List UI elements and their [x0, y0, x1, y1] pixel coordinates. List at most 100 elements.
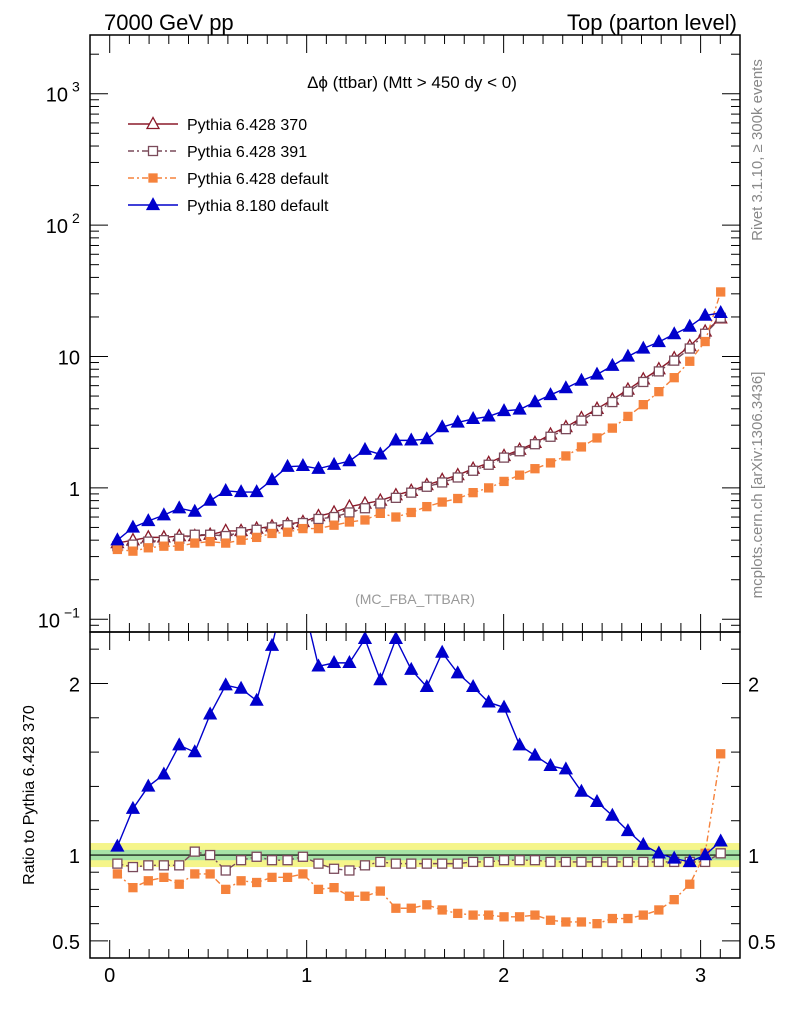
ratio-xtick-label-2: 2	[498, 965, 509, 987]
ratio-point-0-33	[622, 856, 634, 868]
ratio-point-1-9	[251, 877, 262, 888]
ratio-point-1-5	[190, 869, 200, 879]
ratio-point-1-25	[499, 912, 509, 922]
main-point-2-8	[236, 535, 246, 545]
ratio-point-2-33	[620, 823, 636, 837]
ratio-point-1-26	[514, 912, 525, 922]
main-point-2-29	[561, 451, 571, 461]
main-point-2-1	[128, 546, 138, 556]
ratio-point-0-24	[483, 856, 494, 868]
ratio-point-1-24	[484, 910, 494, 920]
ratio-line-2	[116, 632, 722, 863]
ratio-point-1-36	[669, 895, 679, 905]
main-point-1-18	[390, 492, 402, 503]
ratio-point-1-20	[422, 900, 432, 910]
ratio-point-1-32	[607, 913, 618, 924]
main-ytick-label-0: 10	[46, 85, 68, 107]
main-point-1-15	[344, 507, 355, 518]
ratio-point-0-27	[529, 855, 541, 866]
main-point-2-20	[422, 501, 432, 512]
main-point-1-31	[591, 405, 603, 417]
main-line-3	[116, 312, 721, 541]
main-point-2-38	[700, 336, 710, 347]
ratio-point-0-5	[189, 846, 200, 857]
main-point-1-32	[607, 396, 618, 408]
main-point-3-26	[512, 401, 527, 415]
main-point-3-6	[203, 492, 218, 506]
main-point-2-17	[375, 508, 385, 519]
ratio-point-1-6	[205, 869, 215, 879]
ratio-point-0-29	[560, 856, 572, 868]
ratio-point-0-13	[313, 858, 324, 869]
main-point-1-36	[669, 355, 680, 366]
main-point-3-36	[667, 326, 682, 340]
main-point-3-14	[326, 456, 342, 470]
ratio-point-2-14	[326, 655, 342, 669]
ratio-point-2-34	[636, 836, 651, 850]
ratio-point-2-18	[388, 632, 403, 645]
main-point-2-7	[221, 538, 231, 548]
legend-label-2: Pythia 6.428 default	[187, 171, 329, 188]
ratio-point-1-17	[375, 886, 385, 896]
ratio-point-0-14	[328, 863, 340, 874]
main-point-3-8	[233, 484, 249, 498]
main-point-3-12	[295, 458, 311, 472]
main-point-1-30	[576, 415, 587, 426]
ratio-point-0-15	[344, 865, 355, 876]
main-point-2-15	[344, 517, 355, 527]
main-title: Δϕ (ttbar) (Mtt > 450 dy < 0)	[307, 73, 517, 92]
ratio-point-0-20	[421, 858, 432, 869]
main-point-2-36	[669, 373, 679, 383]
ratio-xtick-label-0: 0	[104, 965, 115, 987]
main-point-3-9	[249, 484, 264, 498]
main-point-2-34	[638, 400, 648, 410]
main-point-3-13	[311, 460, 326, 474]
mcplots-label: mcplots.cern.ch [arXiv:1306.3436]	[749, 372, 766, 599]
ratio-point-2-12	[297, 595, 309, 606]
ratio-point-1-0	[112, 869, 123, 879]
ratio-point-1-21	[437, 905, 447, 915]
ratio-point-0-39	[715, 848, 726, 859]
ratio-point-2-16	[357, 632, 373, 645]
ratio-line-1	[116, 753, 722, 925]
ratio-panel: 2 2 1 1 0.5 0.5 0 1 2 3 Ratio to Pythia 6.428 370	[21, 595, 776, 987]
ratio-point-2-29	[558, 761, 573, 775]
main-point-3-27	[527, 394, 543, 408]
ratio-point-2-31	[589, 794, 605, 808]
header-right: Top (parton level)	[567, 10, 737, 35]
ratio-point-2-27	[527, 747, 543, 761]
legend-marker-1	[147, 145, 159, 157]
main-point-1-23	[467, 465, 479, 476]
ratio-point-0-11	[282, 855, 293, 866]
main-point-1-5	[189, 529, 200, 540]
main-point-2-16	[360, 515, 370, 525]
ratio-point-2-32	[605, 807, 620, 821]
ratio-point-0-3	[158, 860, 170, 871]
ratio-point-2-22	[450, 665, 465, 679]
legend-label-1: Pythia 6.428 391	[187, 144, 307, 161]
ratio-point-2-36	[667, 850, 682, 864]
main-point-3-3	[156, 507, 171, 521]
main-point-3-17	[373, 446, 388, 460]
ratio-point-1-35	[654, 905, 664, 915]
ratio-point-2-0	[110, 838, 125, 852]
ratio-point-1-31	[592, 919, 602, 929]
main-point-2-19	[406, 507, 416, 518]
ratio-point-1-12	[298, 869, 308, 879]
ratio-point-0-30	[576, 856, 587, 868]
ratio-point-0-16	[359, 860, 371, 871]
main-series	[110, 287, 728, 556]
main-point-2-4	[174, 541, 184, 551]
main-point-3-0	[110, 532, 125, 546]
main-ytick-label-1: 10	[46, 216, 68, 238]
main-point-2-22	[453, 493, 463, 504]
ratio-point-1-14	[329, 883, 339, 893]
ratio-point-1-15	[344, 891, 355, 901]
ratio-point-0-31	[591, 856, 603, 868]
ratio-point-2-24	[481, 694, 496, 708]
main-point-3-4	[172, 500, 187, 514]
ratio-frame	[89, 631, 741, 959]
main-point-3-28	[543, 387, 558, 401]
